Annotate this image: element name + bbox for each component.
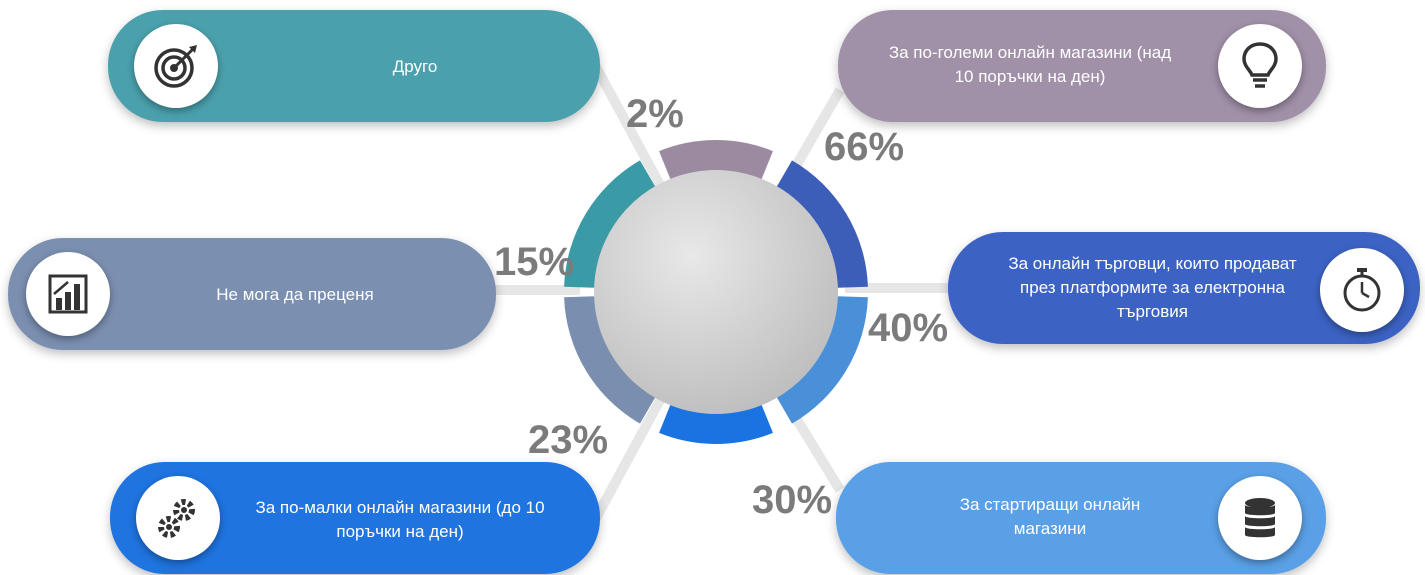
pill-large-shops-label: За по-големи онлайн магазини (над 10 пор… [888, 43, 1172, 86]
value-label-large-shops: 66% [824, 125, 905, 169]
donut-ring [564, 139, 868, 445]
value-label-platform-sellers: 40% [868, 306, 949, 350]
value-label-other: 2% [626, 92, 684, 136]
segment-other [659, 139, 773, 183]
target-icon [134, 24, 218, 108]
value-label-cannot-estimate: 15% [494, 240, 575, 284]
pill-platform-sellers-label: За онлайн търговци, които продават през … [1008, 254, 1297, 321]
stopwatch-icon [1320, 248, 1404, 332]
connector-lines [495, 62, 950, 523]
segment-platform-sellers [775, 296, 868, 424]
database-icon [1218, 476, 1302, 560]
bar-chart-icon [26, 252, 110, 336]
segment-large-shops [775, 160, 868, 288]
pill-cannot-estimate-label: Не мога да преценя [216, 285, 374, 304]
value-label-small-shops: 23% [528, 418, 609, 462]
segment-cannot-estimate [564, 160, 657, 288]
lightbulb-icon [1218, 24, 1302, 108]
segment-small-shops [564, 296, 657, 424]
pill-other-label: Друго [392, 57, 438, 76]
pill-small-shops-label: За по-малки онлайн магазини (до 10 поръч… [255, 498, 545, 541]
segment-startup-shops [659, 401, 773, 445]
value-label-startup-shops: 30% [752, 478, 833, 522]
gears-icon [136, 476, 220, 560]
center-circle [594, 170, 838, 414]
pill-startup-shops-label: За стартиращи онлайн магазини [959, 495, 1141, 538]
